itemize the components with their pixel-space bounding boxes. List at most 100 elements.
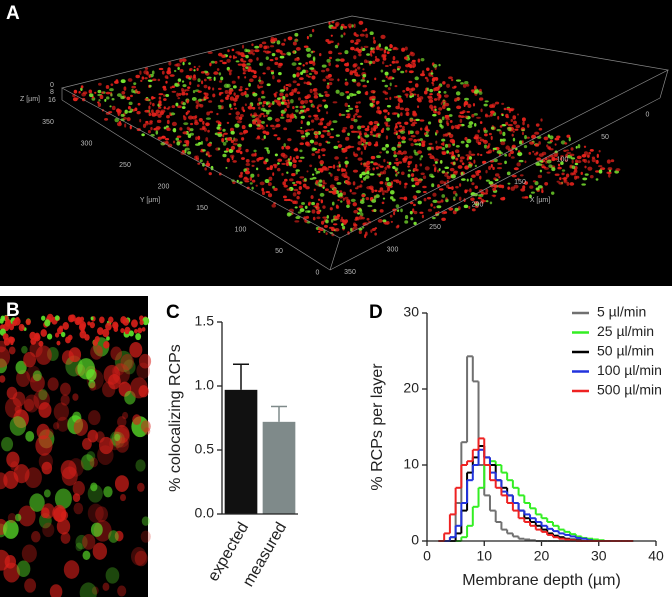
spot [242,109,246,113]
spot [335,89,340,94]
y-tick-label: 350 [42,119,54,126]
spot [123,359,136,375]
spot [113,326,119,332]
spot [382,219,387,223]
spot [295,57,300,61]
spot [207,129,210,133]
spot [259,181,265,186]
spot [216,126,221,130]
spot [74,317,81,326]
spot [415,118,420,122]
spot [246,62,251,66]
spot [215,120,221,123]
spot [498,152,504,155]
spot [136,362,151,379]
spot [296,155,299,160]
spot [177,78,182,82]
spot [448,114,453,117]
spot [319,53,322,57]
spot [137,102,141,106]
spot [139,118,142,123]
spot [168,61,172,66]
spot [244,103,247,107]
spot [386,161,389,164]
spot [300,100,305,105]
spot [533,152,538,156]
spot [127,105,131,110]
spot [549,135,554,140]
spot [469,188,472,193]
spot [292,163,297,169]
spot [284,178,288,182]
spot [354,71,359,77]
spot [373,120,379,125]
spot [598,165,603,168]
spot [87,484,103,503]
spot [278,62,283,67]
spot [483,129,488,134]
spot [182,144,187,147]
spot [365,60,370,64]
spot [330,128,334,131]
spot [382,109,388,113]
spot [421,140,426,144]
spot [459,183,462,187]
spot [570,147,574,151]
spot [511,174,517,178]
spot [132,414,142,426]
spot [266,66,271,71]
spot [69,314,76,322]
spot [205,137,209,142]
spot [330,26,336,29]
spot [352,181,356,186]
spot [200,71,205,74]
spot [297,211,302,214]
spot [345,109,350,113]
spot [528,151,532,155]
spot [152,78,157,82]
spot [501,138,507,142]
spot [371,199,377,203]
spot [326,58,331,63]
spot [312,105,316,108]
spot [314,134,319,139]
spot [103,341,110,349]
spot [286,171,289,174]
spot [446,83,451,88]
spot [453,85,457,89]
spot [479,175,482,180]
spot [441,217,446,221]
spot [575,169,578,173]
spot [435,129,439,134]
spot [385,123,388,127]
spot [444,173,449,177]
spot [261,191,266,196]
spot [427,208,433,212]
spot [254,45,260,49]
spot [219,60,224,63]
spot [304,177,307,182]
spot [569,182,575,186]
spot [86,451,96,462]
spot [385,150,389,154]
spot [438,63,441,67]
spot [441,150,447,154]
spot [118,120,122,125]
spot [410,173,415,177]
spot [114,117,120,123]
spot [322,99,327,102]
spot [184,147,190,151]
spot [342,191,347,196]
spot [566,151,572,155]
spot [429,173,434,178]
spot [260,107,266,112]
spot [399,124,403,128]
spot [559,177,562,181]
spot [317,122,324,126]
spot [54,488,72,509]
spot [365,33,369,38]
spot [389,214,393,218]
spot [258,85,264,88]
spot [309,139,315,144]
spot [53,402,70,421]
